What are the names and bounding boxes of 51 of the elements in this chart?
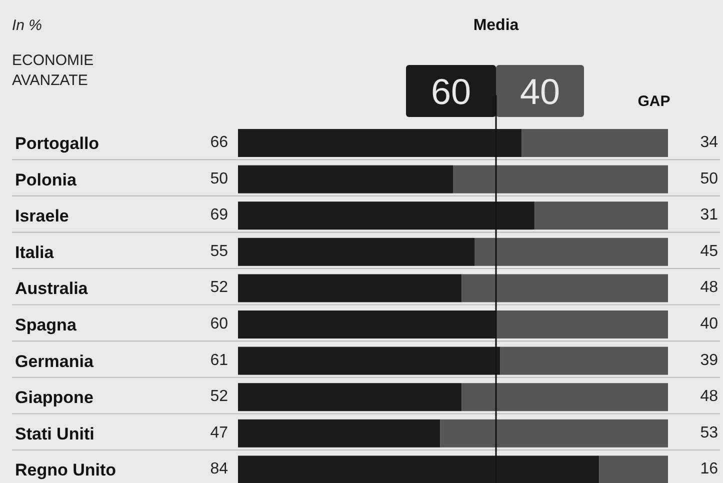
bar (453, 165, 668, 194)
bar (500, 346, 668, 375)
data-label: 50 (210, 170, 228, 188)
bar (534, 202, 668, 230)
y-tick-label: Giappone (15, 388, 94, 408)
data-label: 31 (700, 206, 718, 224)
data-label: 16 (700, 460, 718, 478)
bar (238, 383, 462, 412)
y-tick-label: Portogallo (15, 134, 100, 153)
data-label: 55 (210, 242, 228, 260)
data-label: 45 (700, 242, 718, 260)
bar (238, 238, 474, 266)
annotation: 60 (430, 71, 472, 112)
data-label: 39 (700, 352, 718, 369)
y-tick-label: Polonia (15, 170, 77, 190)
y-tick-label: Stati Uniti (15, 424, 94, 444)
bar (462, 274, 668, 302)
data-label: 66 (210, 134, 228, 151)
data-label: 69 (210, 206, 228, 224)
y-tick-label: Australia (15, 279, 88, 298)
bar (496, 310, 668, 338)
bar (238, 274, 462, 302)
bar (238, 165, 453, 194)
annotation: 40 (520, 71, 560, 112)
annotation: GAP (638, 93, 670, 110)
data-label: 53 (700, 424, 718, 442)
ref-line-label: Media (473, 17, 519, 34)
bar (462, 383, 668, 412)
data-label: 61 (210, 352, 228, 369)
text: In % (12, 17, 42, 34)
y-tick-label: Italia (15, 242, 54, 262)
data-label: 84 (210, 460, 228, 478)
y-tick-label: Regno Unito (15, 460, 116, 480)
data-label: 60 (210, 316, 228, 332)
data-label: 47 (210, 424, 228, 442)
bar (522, 129, 668, 157)
bar (599, 456, 668, 483)
bar (238, 419, 440, 448)
data-label: 48 (700, 279, 718, 296)
y-tick-label: Israele (15, 206, 69, 226)
y-tick-label: Spagna (15, 316, 77, 334)
data-label: 48 (700, 388, 718, 406)
text: ECONOMIE AVANZATE (12, 52, 94, 89)
data-label: 52 (210, 279, 228, 296)
data-label: 34 (700, 134, 718, 151)
y-tick-label: Germania (15, 352, 94, 371)
data-label: 40 (700, 316, 718, 332)
bar (440, 419, 668, 448)
data-label: 50 (700, 170, 718, 188)
bar (474, 238, 668, 266)
data-label: 52 (210, 388, 228, 406)
